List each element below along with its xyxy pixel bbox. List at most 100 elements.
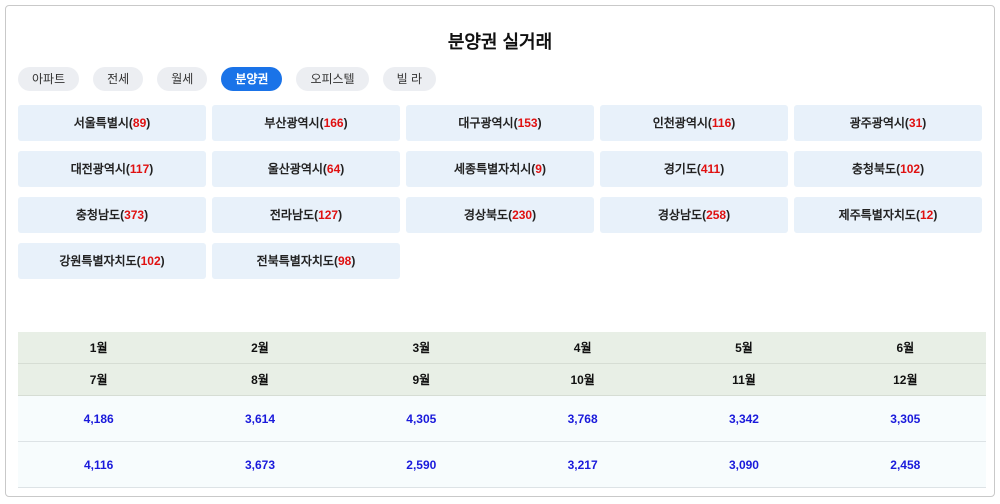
region-count: 373	[124, 208, 145, 222]
bracket: (	[702, 208, 707, 222]
month-header: 8월	[179, 363, 341, 396]
bracket: (	[508, 208, 513, 222]
region-name: 울산광역시	[267, 162, 323, 176]
bracket: )	[343, 116, 348, 130]
bracket: (	[128, 116, 133, 130]
tab[interactable]: 오피스텔	[296, 67, 369, 91]
data-row: 4,116 3,673 2,590 3,217 3,090 2,458	[18, 441, 986, 488]
region-button[interactable]: 충청북도(102)	[794, 151, 982, 187]
count-cell: 2,590	[340, 441, 502, 488]
count-cell: 3,768	[501, 395, 664, 442]
region-count: 153	[517, 116, 538, 130]
tab[interactable]: 분양권	[221, 67, 283, 91]
region-button[interactable]: 광주광역시(31)	[794, 105, 982, 141]
region-name: 광주광역시	[849, 116, 905, 130]
bracket: )	[338, 208, 343, 222]
region-grid: 서울특별시(89) 부산광역시(166) 대구광역시(153) 인천광역시(116) 광…	[18, 105, 982, 279]
region-count: 31	[908, 116, 923, 130]
region-button[interactable]: 강원특별자치도(102)	[18, 243, 206, 279]
tab[interactable]: 월세	[157, 67, 208, 91]
tab-bar: 아파트 전세 월세 분양권 오피스텔 빌 라	[18, 67, 437, 91]
region-count: 89	[132, 116, 147, 130]
region-count: 116	[711, 116, 732, 130]
region-name: 서울특별시	[73, 116, 129, 130]
count-cell: 4,116	[18, 441, 180, 488]
region-count: 258	[706, 208, 727, 222]
region-count: 9	[535, 162, 542, 176]
bracket: (	[915, 208, 920, 222]
region-name: 경기도	[663, 162, 697, 176]
bracket: )	[922, 116, 927, 130]
bracket: (	[531, 162, 536, 176]
count-cell: 3,090	[663, 441, 825, 488]
region-button[interactable]: 경기도(411)	[600, 151, 788, 187]
bracket: (	[707, 116, 712, 130]
region-name: 대전광역시	[70, 162, 126, 176]
region-name: 전라남도	[269, 208, 315, 222]
bracket: )	[726, 208, 731, 222]
region-name: 부산광역시	[264, 116, 320, 130]
region-name: 충청남도	[75, 208, 121, 222]
region-button[interactable]: 인천광역시(116)	[600, 105, 788, 141]
bracket: )	[532, 208, 537, 222]
region-name: 경상북도	[463, 208, 509, 222]
region-button[interactable]: 대구광역시(153)	[406, 105, 594, 141]
region-name: 인천광역시	[652, 116, 708, 130]
panel: 분양권 실거래 아파트 전세 월세 분양권 오피스텔 빌 라 서울특별시(89) 부산광역시…	[5, 5, 995, 497]
region-name: 강원특별자치도	[59, 254, 137, 268]
bracket: )	[160, 254, 165, 268]
count-cell: 4,305	[340, 395, 502, 442]
region-button[interactable]: 전북특별자치도(98)	[212, 243, 400, 279]
bracket: )	[146, 116, 151, 130]
region-name: 세종특별자치시	[454, 162, 532, 176]
bracket: )	[731, 116, 736, 130]
region-button[interactable]: 대전광역시(117)	[18, 151, 206, 187]
month-header: 7월	[18, 363, 180, 396]
region-count: 102	[140, 254, 161, 268]
header-row: 1월 2월 3월 4월 5월 6월	[18, 332, 986, 364]
region-button[interactable]: 전라남도(127)	[212, 197, 400, 233]
region-name: 대구광역시	[458, 116, 514, 130]
month-header: 10월	[501, 363, 664, 396]
header-row: 7월 8월 9월 10월 11월 12월	[18, 363, 986, 396]
region-name: 충청북도	[851, 162, 897, 176]
region-button[interactable]: 제주특별자치도(12)	[794, 197, 982, 233]
page-title: 분양권 실거래	[447, 32, 553, 52]
bracket: )	[541, 162, 546, 176]
region-button[interactable]: 세종특별자치시(9)	[406, 151, 594, 187]
region-button[interactable]: 경상북도(230)	[406, 197, 594, 233]
monthly-table: 1월 2월 3월 4월 5월 6월 7월 8월 9월 10월 11월 12월 4,186 3,614 4,3…	[18, 332, 986, 488]
bracket: (	[136, 254, 141, 268]
tab[interactable]: 전세	[93, 67, 144, 91]
bracket: (	[333, 254, 338, 268]
region-count: 102	[900, 162, 921, 176]
month-header: 5월	[663, 332, 825, 364]
bracket: (	[314, 208, 319, 222]
bracket: )	[340, 162, 345, 176]
bracket: (	[322, 162, 327, 176]
bracket: (	[125, 162, 130, 176]
month-header: 11월	[663, 363, 825, 396]
region-button[interactable]: 경상남도(258)	[600, 197, 788, 233]
bracket: (	[319, 116, 324, 130]
month-header: 3월	[340, 332, 502, 364]
count-cell: 3,342	[663, 395, 825, 442]
region-count: 411	[700, 162, 721, 176]
bracket: (	[513, 116, 518, 130]
region-count: 117	[129, 162, 150, 176]
count-cell: 3,305	[824, 395, 986, 442]
region-button[interactable]: 울산광역시(64)	[212, 151, 400, 187]
bracket: (	[896, 162, 901, 176]
tab[interactable]: 빌 라	[382, 67, 437, 91]
region-button[interactable]: 부산광역시(166)	[212, 105, 400, 141]
region-count: 98	[337, 254, 352, 268]
region-count: 64	[326, 162, 341, 176]
month-header: 9월	[340, 363, 502, 396]
region-name: 전북특별자치도	[256, 254, 334, 268]
bracket: (	[696, 162, 701, 176]
region-button[interactable]: 서울특별시(89)	[18, 105, 206, 141]
tab[interactable]: 아파트	[18, 67, 80, 91]
region-button[interactable]: 충청남도(373)	[18, 197, 206, 233]
month-header: 6월	[824, 332, 986, 364]
